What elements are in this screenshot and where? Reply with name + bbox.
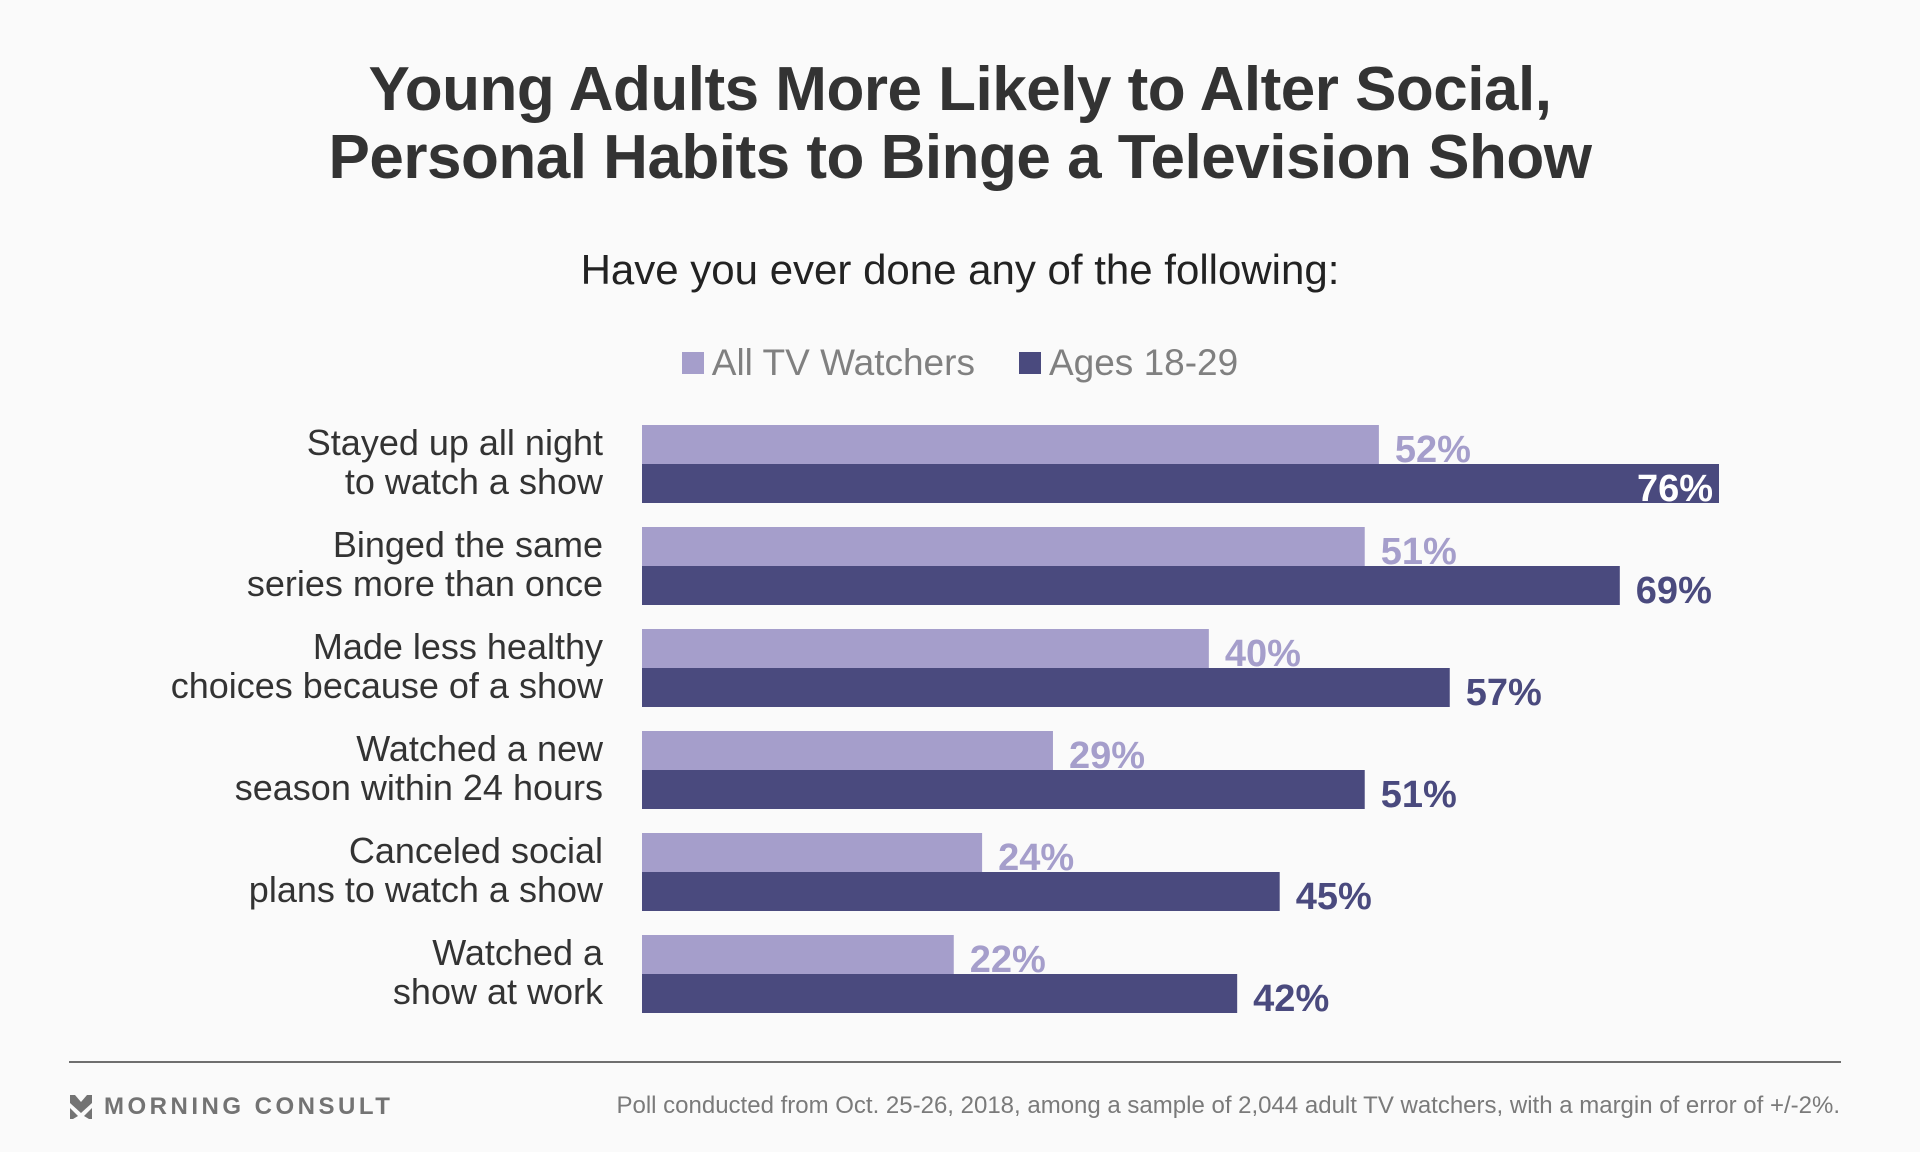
category-label: Binged the same series more than once [247, 524, 603, 604]
value-label-young: 45% [1296, 876, 1372, 918]
legend-label-all: All TV Watchers [711, 342, 975, 383]
value-label-young: 76% [1637, 468, 1713, 510]
brand-name: MORNING CONSULT [104, 1093, 394, 1120]
category-label-line: plans to watch a show [249, 869, 604, 910]
bar-all-tv-watchers [642, 527, 1365, 566]
category-label-line: series more than once [247, 563, 603, 604]
category-label-line: Watched a [432, 932, 604, 973]
footer-divider [69, 1061, 1841, 1063]
category-label-line: season within 24 hours [235, 767, 603, 808]
legend-swatch-young [1018, 352, 1041, 374]
category-label-line: Watched a new [356, 728, 604, 769]
category-label-line: Binged the same [333, 524, 603, 565]
legend: All TV Watchers Ages 18-29 [0, 342, 1920, 384]
bar-all-tv-watchers [642, 935, 954, 974]
bar-all-tv-watchers [642, 629, 1209, 668]
category-label-line: Canceled social [349, 830, 603, 871]
category-label-line: choices because of a show [171, 665, 604, 706]
legend-item-all-tv-watchers: All TV Watchers [681, 342, 975, 384]
category-label-line: Made less healthy [313, 626, 603, 667]
category-label: Made less healthy choices because of a sh… [171, 626, 604, 706]
category-label: Canceled social plans to watch a show [249, 830, 604, 910]
chart-title-line-2: Personal Habits to Binge a Television Sh… [328, 123, 1592, 192]
value-label-young: 42% [1253, 978, 1329, 1020]
value-label-young: 51% [1381, 774, 1457, 816]
brand: MORNING CONSULT [70, 1093, 393, 1121]
value-label-young: 69% [1636, 570, 1712, 612]
bar-all-tv-watchers [642, 731, 1053, 770]
bar-ages-18-29 [642, 668, 1450, 707]
bar-ages-18-29 [642, 974, 1238, 1013]
bar-group: Watched a new season within 24 hours29%51… [235, 728, 1457, 816]
bar-group: Canceled social plans to watch a show24%4… [249, 830, 1372, 918]
legend-item-ages-18-29: Ages 18-29 [1018, 342, 1239, 384]
category-label: Watched a show at work [393, 932, 604, 1012]
bar-all-tv-watchers [642, 425, 1379, 464]
bar-ages-18-29 [642, 770, 1365, 809]
chart-title: Young Adults More Likely to Alter Social… [0, 56, 1920, 192]
legend-label-young: Ages 18-29 [1048, 342, 1239, 383]
chart-subtitle: Have you ever done any of the following: [580, 246, 1340, 293]
bar-group: Made less healthy choices because of a sh… [171, 626, 1542, 714]
value-label-young: 57% [1466, 672, 1542, 714]
category-label-line: to watch a show [345, 461, 604, 502]
footer-note: Poll conducted from Oct. 25-26, 2018, am… [616, 1092, 1840, 1119]
bar-ages-18-29 [642, 464, 1719, 503]
bar-ages-18-29 [642, 566, 1620, 605]
bar-ages-18-29 [642, 872, 1280, 911]
category-label-line: Stayed up all night [307, 422, 603, 463]
chart-title-line-1: Young Adults More Likely to Alter Social… [368, 55, 1552, 124]
legend-swatch-all [681, 352, 704, 374]
morning-consult-logo-icon [70, 1095, 92, 1119]
bar-all-tv-watchers [642, 833, 983, 872]
category-label: Watched a new season within 24 hours [235, 728, 604, 808]
category-label: Stayed up all night to watch a show [307, 422, 604, 502]
bar-group: Binged the same series more than once51%6… [247, 524, 1712, 612]
category-label-line: show at work [393, 971, 604, 1012]
